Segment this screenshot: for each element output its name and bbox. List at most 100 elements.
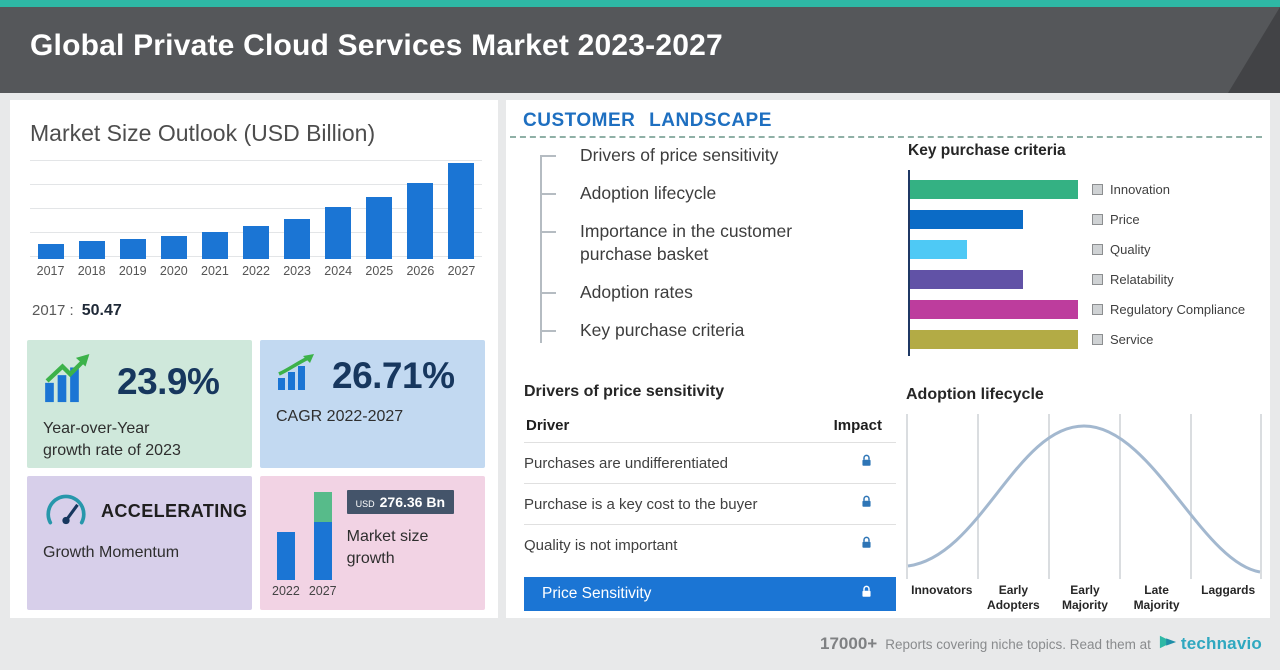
market-size-panel: Market Size Outlook (USD Billion) 2017 20…: [10, 100, 498, 618]
driver-label: Purchase is a key cost to the buyer: [524, 495, 758, 513]
technavio-mark-icon: [1159, 633, 1177, 656]
market-year-label: 2022: [242, 264, 270, 278]
market-bar-column: 2021: [194, 160, 235, 280]
price-sensitivity-section: Drivers of price sensitivity Driver Impa…: [524, 383, 896, 611]
market-year-label: 2025: [365, 264, 394, 278]
driver-row: Purchases are undifferentiated: [524, 442, 896, 483]
base-year-value: 2017 : 50.47: [32, 302, 122, 320]
page-title: Global Private Cloud Services Market 202…: [30, 29, 723, 62]
customer-landscape-item: Key purchase criteria: [540, 319, 860, 342]
cagr-value: 26.71%: [332, 354, 455, 396]
mini-bar-2022: [276, 532, 295, 580]
driver-table-header: Driver Impact: [524, 413, 896, 442]
market-growth-mini-chart: 2022 2027: [272, 486, 337, 598]
lifecycle-stage-label: Laggards: [1201, 583, 1256, 597]
customer-landscape-item: Adoption lifecycle: [540, 182, 860, 205]
market-bar-column: 2026: [400, 160, 441, 280]
kpc-bar-track: [910, 329, 1078, 349]
yoy-value: 23.9%: [117, 360, 220, 402]
legend-label: Service: [1110, 331, 1154, 347]
legend-label: Price: [1110, 211, 1140, 227]
kpc-bar: [910, 209, 1023, 229]
market-year-label: 2018: [77, 264, 106, 278]
customer-landscape-item: Adoption rates: [540, 281, 860, 304]
technavio-wordmark: technavio: [1180, 634, 1262, 653]
kpc-row: Service: [910, 324, 1264, 354]
market-year-label: 2017: [36, 264, 65, 278]
price-sensitivity-highlight-row: Price Sensitivity: [524, 577, 896, 611]
momentum-value: ACCELERATING: [101, 501, 248, 521]
reports-count: 17000+: [820, 634, 878, 653]
driver-row: Quality is not important: [524, 524, 896, 565]
badge-currency: USD: [355, 499, 375, 509]
kpc-row: Relatability: [910, 264, 1264, 294]
kpc-bar-track: [910, 239, 1078, 259]
mini-bar-2027: [313, 492, 332, 580]
legend-label: Relatability: [1110, 271, 1174, 287]
customer-landscape-panel: CUSTOMER LANDSCAPE Drivers of price sens…: [506, 100, 1270, 618]
market-bar: [407, 183, 434, 259]
market-bar-column: 2020: [153, 160, 194, 280]
cagr-card: 26.71% CAGR 2022-2027: [260, 340, 485, 468]
legend-item: Quality: [1092, 242, 1150, 257]
footer-text: Reports covering niche topics. Read them…: [885, 636, 1151, 652]
driver-column-header: Driver: [526, 417, 570, 434]
kpc-bar-track: [910, 209, 1078, 229]
market-bar: [284, 219, 311, 259]
lifecycle-stage-label: Early Adopters: [987, 583, 1040, 612]
customer-landscape-item: Drivers of price sensitivity: [540, 144, 860, 167]
cagr-label: CAGR 2022-2027: [276, 408, 404, 425]
legend-label: Innovation: [1110, 181, 1170, 197]
lifecycle-stage-label: Innovators: [911, 583, 973, 597]
kpc-bar: [910, 269, 1023, 289]
legend-item: Relatability: [1092, 272, 1174, 287]
price-sensitivity-title: Drivers of price sensitivity: [524, 383, 725, 400]
dashed-divider: [510, 136, 1262, 138]
adoption-lifecycle-section: Adoption lifecycle Innovators Early Adopte…: [906, 386, 1264, 613]
legend-item: Innovation: [1092, 182, 1170, 197]
cagr-arrow-icon: [276, 354, 320, 397]
momentum-label: Growth Momentum: [43, 544, 180, 561]
legend-marker-icon: [1092, 183, 1103, 195]
customer-landscape-item: Importance in the customer purchase bask…: [540, 220, 860, 266]
market-bars: 2017 2018 2019 2020 2021 2022 2023 2024 2025 2026…: [30, 160, 482, 280]
kpc-bar: [910, 329, 1078, 349]
legend-marker-icon: [1092, 303, 1103, 315]
market-size-title: Market Size Outlook (USD Billion): [30, 120, 376, 146]
badge-amount: 276.36 Bn: [379, 494, 446, 510]
kpc-row: Quality: [910, 234, 1264, 264]
technavio-logo[interactable]: technavio: [1159, 633, 1262, 656]
market-year-label: 2026: [406, 264, 435, 278]
legend-marker-icon: [1092, 273, 1103, 285]
market-bar: [243, 226, 270, 259]
mini-year-end: 2027: [308, 584, 337, 598]
market-bar: [160, 236, 187, 259]
market-bar-column: 2019: [112, 160, 153, 280]
impact-lock-icon: [836, 494, 896, 514]
market-year-label: 2021: [201, 264, 229, 278]
highlight-lock-icon: [836, 584, 896, 605]
customer-landscape-title: CUSTOMER LANDSCAPE: [523, 110, 772, 131]
kpc-row: Regulatory Compliance: [910, 294, 1264, 324]
legend-item: Regulatory Compliance: [1092, 302, 1245, 317]
mini-year-start: 2022: [272, 584, 300, 598]
market-growth-card: 2022 2027 USD 276.36 Bn Mar: [260, 476, 485, 610]
driver-rows: Purchases are undifferentiated Purchase i…: [524, 442, 896, 565]
banner-fold-decoration: [1228, 7, 1280, 93]
key-purchase-criteria-title: Key purchase criteria: [908, 142, 1066, 159]
market-bar: [201, 232, 228, 259]
market-year-label: 2019: [118, 264, 147, 278]
market-bar-column: 2023: [277, 160, 318, 280]
market-bar-column: 2025: [359, 160, 400, 280]
mini-bar-2027-growth-segment: [313, 492, 332, 522]
growth-label-line1: Market size: [346, 528, 429, 545]
kpc-bar: [910, 239, 968, 259]
mini-bar-2027-column: 2027: [309, 492, 337, 598]
driver-label: Quality is not important: [524, 536, 678, 554]
market-year-label: 2020: [159, 264, 188, 278]
legend-item: Price: [1092, 212, 1140, 227]
lifecycle-stage-label: Early Majority: [1061, 583, 1108, 612]
kpc-bar-track: [910, 269, 1078, 289]
driver-row: Purchase is a key cost to the buyer: [524, 483, 896, 524]
